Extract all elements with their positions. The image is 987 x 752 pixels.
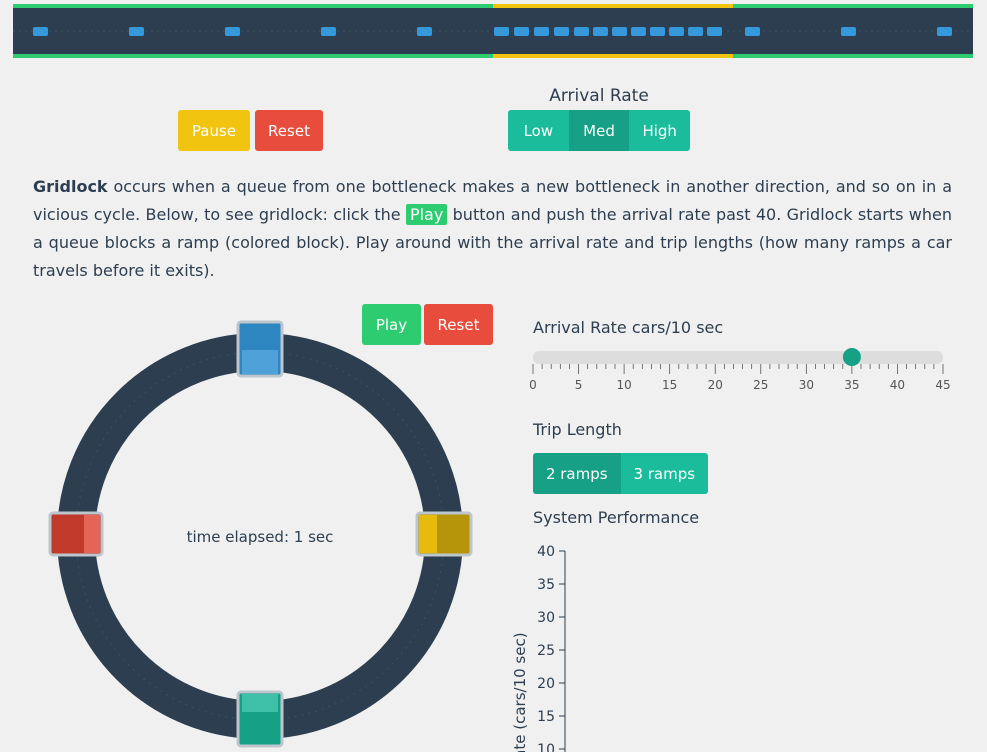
pause-button[interactable]: Pause: [178, 110, 250, 151]
car: [650, 27, 665, 36]
car: [321, 27, 336, 36]
car: [129, 27, 144, 36]
performance-chart: 40 35 30 25 20 15 10 rate (cars/10 sec): [511, 544, 566, 752]
y-tick-label: 40: [537, 544, 555, 560]
slider-tick-label: 45: [935, 378, 950, 392]
reset-button-top[interactable]: Reset: [255, 110, 323, 151]
slider-tick-label: 40: [890, 378, 905, 392]
description-text-2: button and push the arrival rate past 40…: [33, 205, 953, 280]
car: [669, 27, 684, 36]
car: [225, 27, 240, 36]
car: [417, 27, 432, 36]
slider-tick-label: 30: [799, 378, 814, 392]
car: [612, 27, 627, 36]
arrival-rate-slider[interactable]: 0 5 10 15 20 25 30 35 40 45: [528, 344, 953, 394]
car: [841, 27, 856, 36]
play-chip: Play: [405, 204, 448, 225]
ring-road-sim: [48, 320, 473, 748]
highway-strip: [13, 4, 973, 58]
slider-tick-label: 15: [662, 378, 677, 392]
time-elapsed-label: time elapsed: 1 sec: [186, 528, 334, 546]
slider-tick-label: 0: [529, 378, 537, 392]
slider-tick-label: 25: [753, 378, 768, 392]
y-tick-label: 25: [537, 643, 555, 659]
car: [631, 27, 646, 36]
rate-option-low[interactable]: Low: [508, 110, 569, 151]
performance-y-label: rate (cars/10 sec): [511, 632, 529, 752]
ramp-bottom: [236, 690, 284, 748]
car: [514, 27, 529, 36]
rate-option-high[interactable]: High: [629, 110, 690, 151]
trip-option-3-ramps[interactable]: 3 ramps: [620, 453, 708, 494]
trip-option-2-ramps[interactable]: 2 ramps: [533, 453, 621, 494]
car: [688, 27, 703, 36]
rate-option-med[interactable]: Med: [568, 110, 630, 151]
slider-ticks: 0 5 10 15 20 25 30 35 40 45: [529, 364, 951, 392]
gridlock-term: Gridlock: [33, 177, 108, 196]
slider-tick-label: 35: [844, 378, 859, 392]
slider-tick-label: 10: [616, 378, 631, 392]
performance-y-ticks: 40 35 30 25 20 15 10: [537, 544, 565, 752]
ramp-left: [48, 511, 104, 557]
y-tick-label: 35: [537, 577, 555, 593]
ramp-right: [415, 511, 473, 557]
car: [33, 27, 48, 36]
slider-title: Arrival Rate cars/10 sec: [533, 318, 724, 337]
y-tick-label: 30: [537, 610, 555, 626]
gridlock-description: Gridlock occurs when a queue from one bo…: [33, 173, 952, 285]
trip-length-title: Trip Length: [533, 420, 622, 439]
slider-tick-label: 5: [575, 378, 583, 392]
car: [534, 27, 549, 36]
y-tick-label: 20: [537, 676, 555, 692]
car: [937, 27, 952, 36]
play-button[interactable]: Play: [362, 304, 421, 345]
car: [745, 27, 760, 36]
trip-length-selector: 2 ramps 3 ramps: [533, 453, 708, 494]
description-text-1: occurs when a queue from one bottleneck …: [33, 177, 952, 224]
slider-tick-label: 20: [708, 378, 723, 392]
car: [707, 27, 722, 36]
arrival-rate-selector: Low Med High: [508, 110, 690, 151]
car: [494, 27, 509, 36]
y-tick-label: 15: [537, 709, 555, 725]
y-tick-label: 10: [537, 742, 555, 752]
ramp-top: [236, 320, 284, 378]
car: [554, 27, 569, 36]
cars-layer: [33, 27, 952, 36]
car: [593, 27, 608, 36]
performance-title: System Performance: [533, 508, 700, 527]
arrival-rate-title: Arrival Rate: [549, 86, 649, 106]
reset-button-sim[interactable]: Reset: [424, 304, 493, 345]
car: [574, 27, 589, 36]
slider-handle[interactable]: [842, 348, 861, 366]
